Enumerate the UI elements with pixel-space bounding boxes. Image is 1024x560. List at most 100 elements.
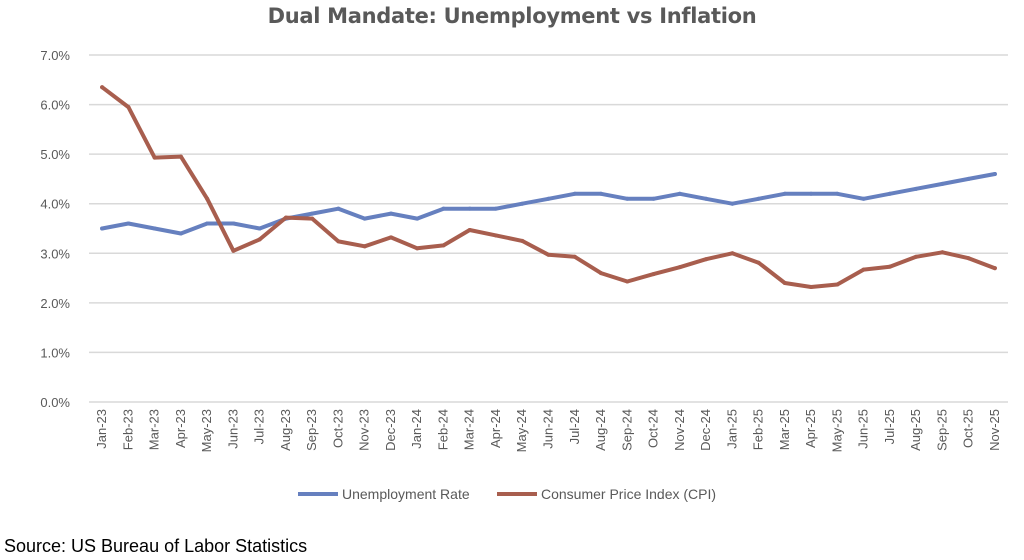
y-tick-label: 5.0% (40, 147, 70, 162)
legend-label: Consumer Price Index (CPI) (541, 486, 716, 502)
data-point (205, 196, 210, 201)
data-point (520, 238, 525, 243)
data-point (546, 252, 551, 257)
x-tick-label: Oct-24 (646, 409, 661, 448)
chart-title: Dual Mandate: Unemployment vs Inflation (267, 4, 757, 28)
x-tick-label: Mar-25 (777, 409, 792, 450)
data-point (310, 211, 315, 216)
data-point (887, 191, 892, 196)
data-point (100, 226, 105, 231)
x-tick-label: May-23 (199, 409, 214, 452)
x-tick-label: Feb-24 (435, 409, 450, 450)
data-point (362, 216, 367, 221)
x-tick-label: Jun-25 (856, 409, 871, 449)
x-tick-label: Jul-25 (882, 409, 897, 444)
data-point (336, 206, 341, 211)
data-point (546, 196, 551, 201)
data-point (572, 191, 577, 196)
data-point (914, 186, 919, 191)
source-note: Source: US Bureau of Labor Statistics (4, 536, 308, 556)
data-point (231, 221, 236, 226)
data-point (651, 196, 656, 201)
x-tick-label: Oct-23 (330, 409, 345, 448)
y-tick-label: 6.0% (40, 98, 70, 113)
data-point (493, 206, 498, 211)
data-point (940, 181, 945, 186)
data-point (599, 191, 604, 196)
data-point (205, 221, 210, 226)
x-tick-label: Sep-24 (619, 409, 634, 451)
data-point (966, 176, 971, 181)
data-point (415, 246, 420, 251)
data-point (100, 85, 105, 90)
data-point (651, 272, 656, 277)
data-point (809, 284, 814, 289)
data-point (887, 264, 892, 269)
x-tick-label: Oct-25 (961, 409, 976, 448)
series-line-cpi (100, 85, 997, 289)
data-point (388, 211, 393, 216)
x-tick-label: Apr-25 (803, 409, 818, 448)
data-point (362, 244, 367, 249)
data-point (861, 267, 866, 272)
x-tick-label: Aug-24 (593, 409, 608, 451)
data-point (152, 155, 157, 160)
data-point (257, 237, 262, 242)
x-tick-label: May-25 (829, 409, 844, 452)
x-tick-label: Aug-25 (908, 409, 923, 451)
x-tick-label: Apr-24 (488, 409, 503, 448)
data-point (677, 191, 682, 196)
x-tick-label: Jan-25 (724, 409, 739, 449)
data-point (231, 248, 236, 253)
data-point (336, 239, 341, 244)
x-tick-label: Jul-24 (567, 409, 582, 444)
data-point (467, 227, 472, 232)
data-point (809, 191, 814, 196)
data-point (704, 196, 709, 201)
x-tick-label: Nov-23 (357, 409, 372, 451)
data-point (782, 281, 787, 286)
data-point (782, 191, 787, 196)
x-tick-label: Aug-23 (278, 409, 293, 451)
x-tick-label: Nov-25 (987, 409, 1002, 451)
data-point (310, 216, 315, 221)
x-tick-label: Jan-23 (94, 409, 109, 449)
x-tick-label: Mar-24 (462, 409, 477, 450)
x-tick-label: Feb-23 (120, 409, 135, 450)
y-tick-label: 4.0% (40, 197, 70, 212)
data-point (467, 206, 472, 211)
y-tick-label: 0.0% (40, 395, 70, 410)
data-point (966, 256, 971, 261)
data-point (257, 226, 262, 231)
data-point (704, 257, 709, 262)
x-tick-label: Jun-24 (541, 409, 556, 449)
x-tick-label: May-24 (514, 409, 529, 452)
data-point (861, 196, 866, 201)
data-point (835, 282, 840, 287)
data-point (283, 215, 288, 220)
data-point (178, 231, 183, 236)
legend-label: Unemployment Rate (342, 486, 470, 502)
data-point (126, 221, 131, 226)
x-tick-label: Nov-24 (672, 409, 687, 451)
data-point (178, 154, 183, 159)
data-point (493, 233, 498, 238)
data-point (625, 196, 630, 201)
data-point (992, 171, 997, 176)
data-point (730, 251, 735, 256)
y-tick-label: 1.0% (40, 345, 70, 360)
x-tick-label: Jun-23 (225, 409, 240, 449)
x-tick-label: Mar-23 (147, 409, 162, 450)
data-point (520, 201, 525, 206)
data-point (756, 260, 761, 265)
x-tick-label: Jan-24 (409, 409, 424, 449)
x-tick-label: Sep-25 (934, 409, 949, 451)
data-point (756, 196, 761, 201)
x-tick-label: Jul-23 (252, 409, 267, 444)
data-point (152, 226, 157, 231)
data-point (415, 216, 420, 221)
data-point (914, 254, 919, 259)
x-tick-label: Feb-25 (751, 409, 766, 450)
data-point (441, 243, 446, 248)
